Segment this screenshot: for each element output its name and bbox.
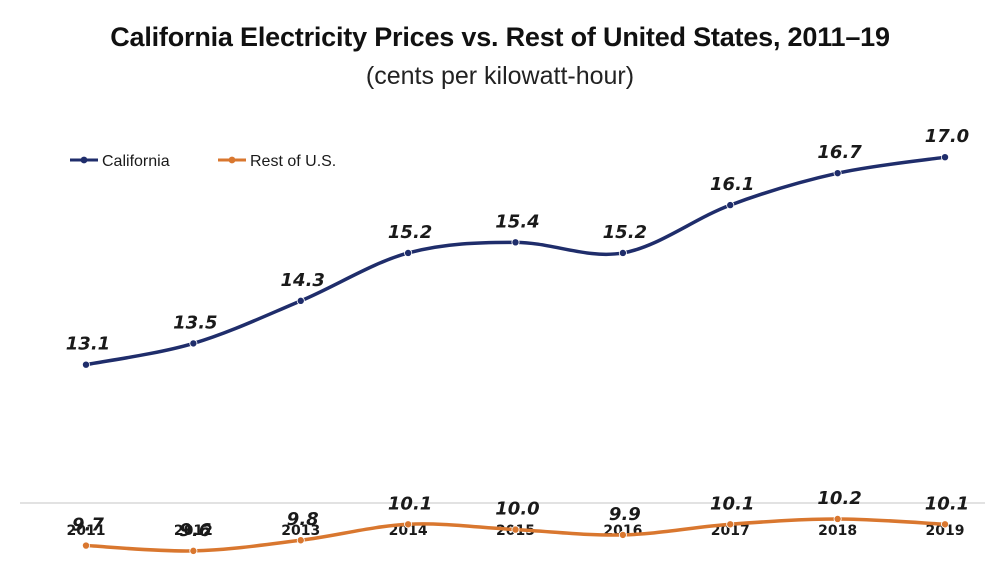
legend-marker bbox=[80, 156, 88, 164]
x-tick-label: 2013 bbox=[281, 523, 320, 539]
data-label: 10.1 bbox=[925, 493, 969, 514]
data-label: 10.1 bbox=[388, 493, 432, 514]
data-label: 16.7 bbox=[817, 142, 862, 163]
data-point bbox=[189, 546, 198, 555]
data-point bbox=[404, 520, 413, 529]
chart-title: California Electricity Prices vs. Rest o… bbox=[110, 22, 890, 52]
data-point bbox=[82, 541, 91, 550]
data-label: 14.3 bbox=[281, 270, 325, 291]
data-point bbox=[511, 238, 520, 247]
data-point bbox=[833, 514, 842, 523]
data-point bbox=[296, 536, 305, 545]
data-label: 15.2 bbox=[388, 222, 432, 243]
data-label: 13.1 bbox=[66, 334, 110, 355]
data-point bbox=[941, 153, 950, 162]
data-point bbox=[82, 360, 91, 369]
data-point bbox=[726, 520, 735, 529]
x-tick-label: 2017 bbox=[711, 523, 750, 539]
data-label: 10.2 bbox=[817, 488, 861, 509]
data-point bbox=[726, 201, 735, 210]
chart-subtitle: (cents per kilowatt-hour) bbox=[365, 62, 635, 90]
data-label: 9.9 bbox=[609, 504, 641, 525]
legend-label: Rest of U.S. bbox=[250, 153, 336, 170]
data-label: 9.6 bbox=[179, 520, 211, 541]
data-point bbox=[189, 339, 198, 348]
data-label: 10.0 bbox=[495, 499, 539, 520]
data-label: 17.0 bbox=[925, 126, 969, 147]
legend-marker bbox=[228, 156, 236, 164]
x-tick-label: 2019 bbox=[926, 523, 965, 539]
data-point bbox=[618, 530, 627, 539]
data-point bbox=[404, 248, 413, 257]
x-tick-label: 2018 bbox=[818, 523, 857, 539]
x-tick-label: 2014 bbox=[389, 523, 428, 539]
series-line bbox=[84, 155, 947, 367]
data-label: 9.8 bbox=[287, 509, 319, 530]
data-point bbox=[941, 520, 950, 529]
data-label: 15.2 bbox=[603, 222, 647, 243]
data-point bbox=[511, 525, 520, 534]
data-point bbox=[296, 296, 305, 305]
x-tick-label: 2012 bbox=[174, 523, 213, 539]
data-label: 10.1 bbox=[710, 493, 754, 514]
data-label: 9.7 bbox=[72, 515, 104, 536]
data-label: 16.1 bbox=[710, 174, 754, 195]
x-tick-label: 2011 bbox=[67, 523, 106, 539]
data-label: 15.4 bbox=[495, 211, 539, 232]
data-point bbox=[833, 169, 842, 178]
data-point bbox=[618, 248, 627, 257]
legend-label: California bbox=[102, 153, 170, 170]
data-label: 13.5 bbox=[173, 312, 217, 333]
